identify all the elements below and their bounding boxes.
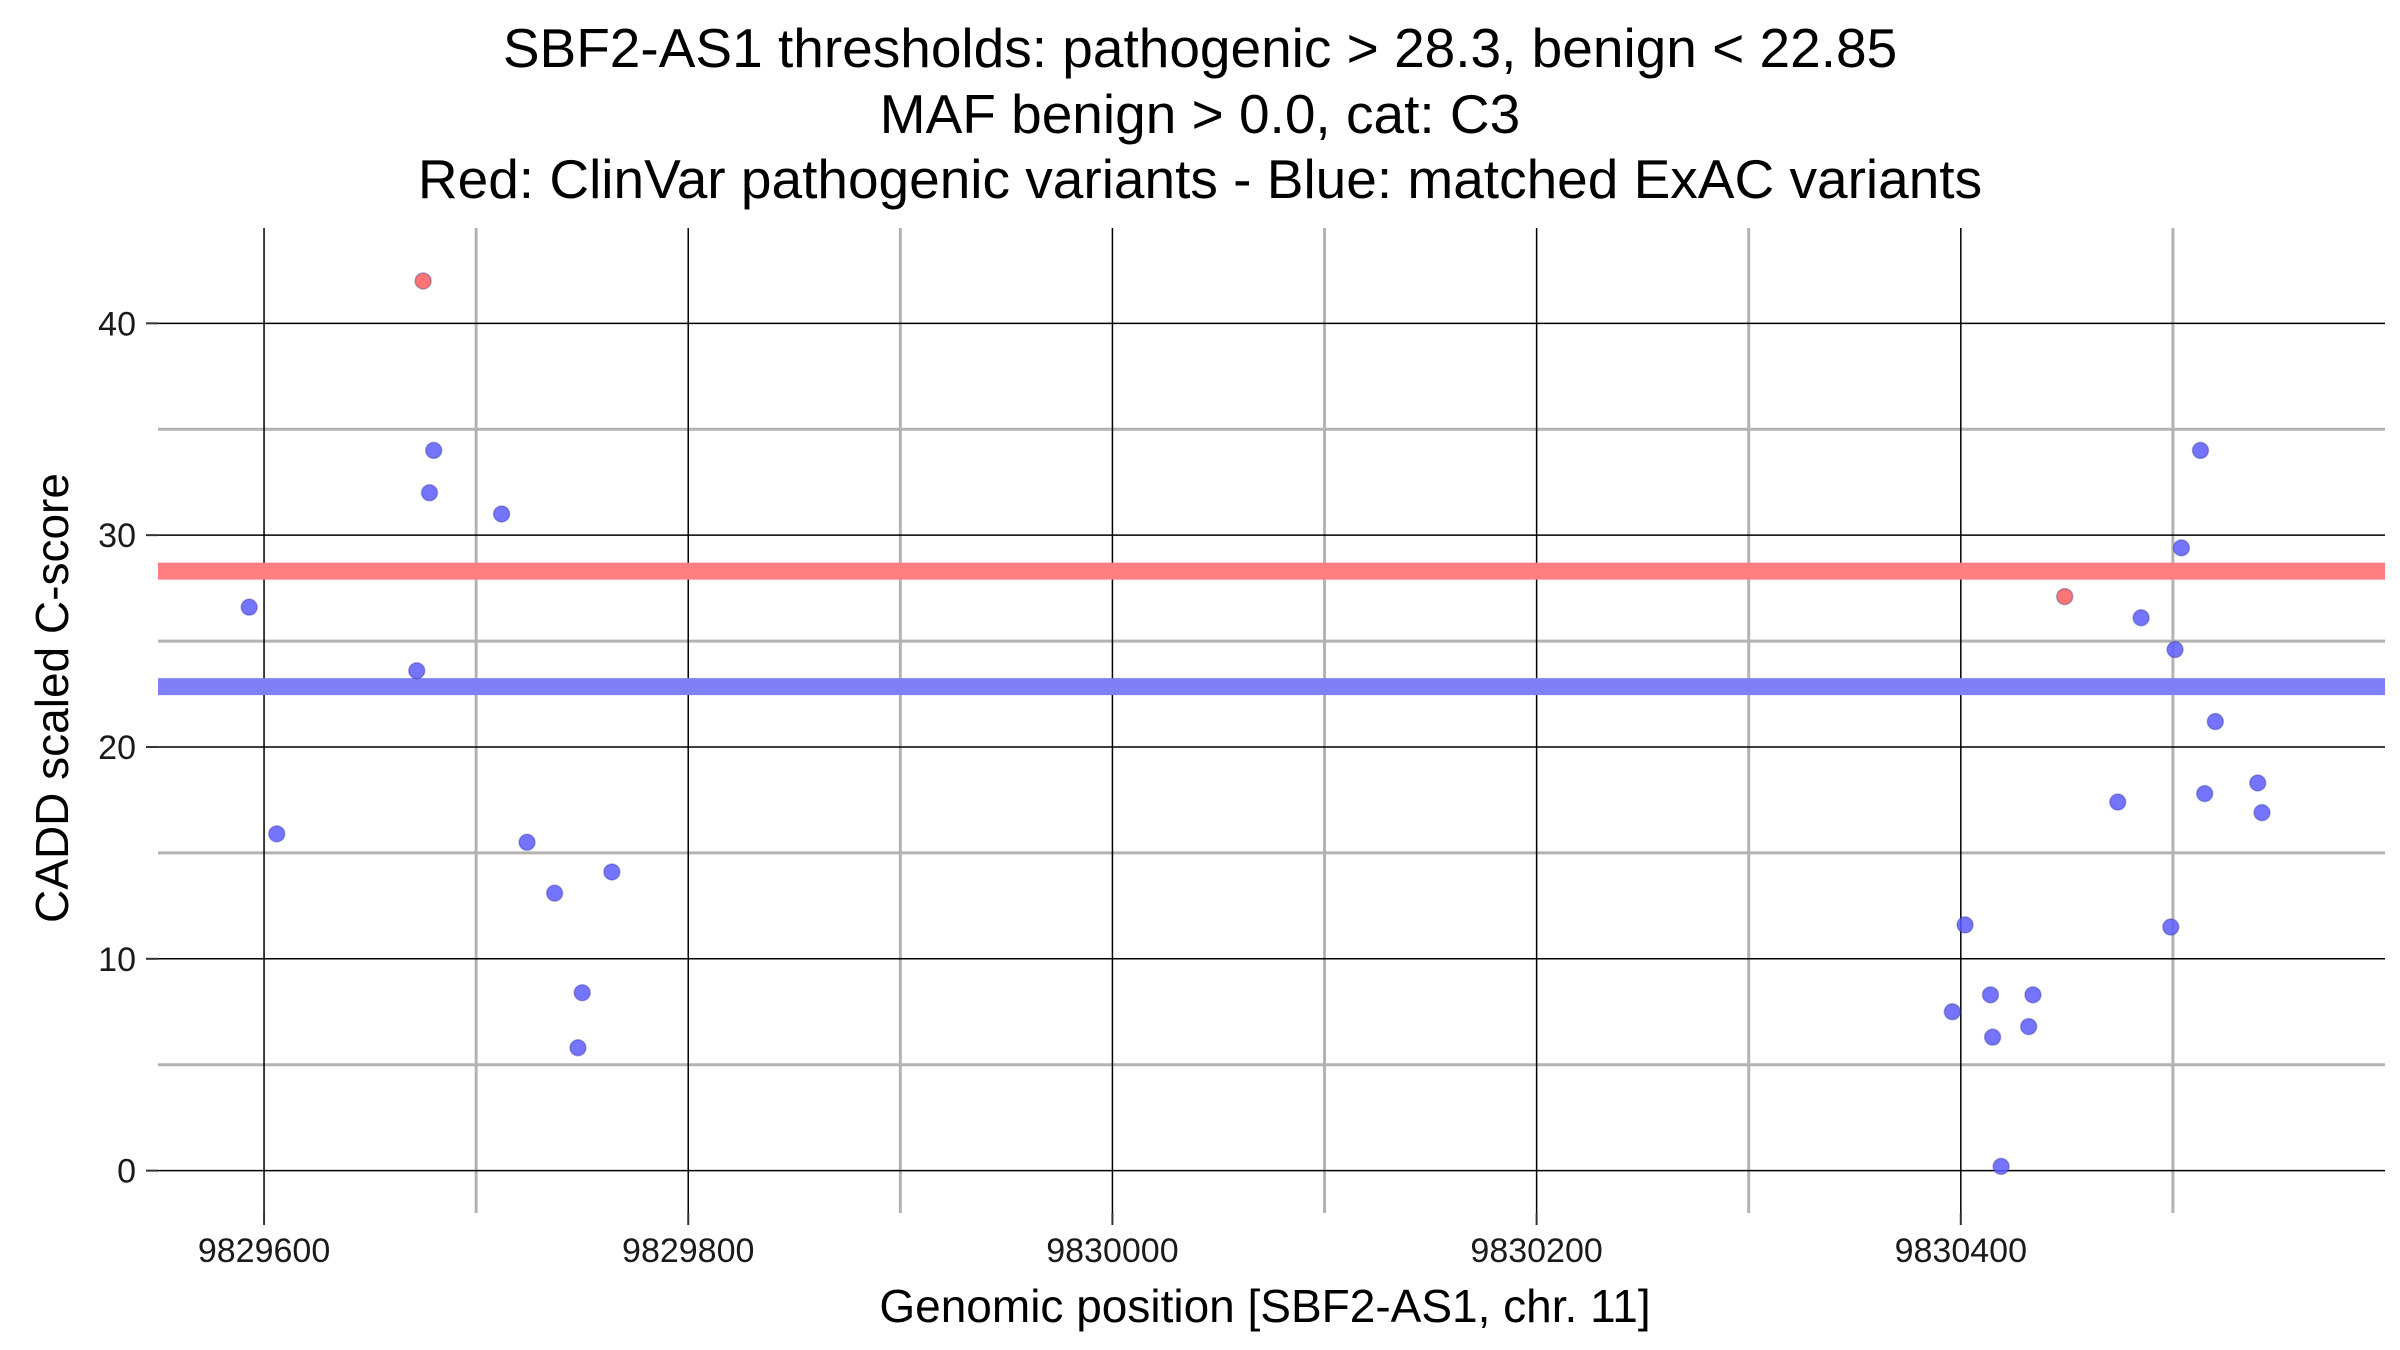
data-point [492,505,511,523]
data-point [2132,609,2150,627]
data-point [420,484,439,502]
data-point [240,598,258,616]
chart-title-line-2: MAF benign > 0.0, cat: C3 [879,83,1521,145]
x-tick-label: 9830400 [1895,1232,2027,1270]
data-point [2019,1017,2038,1036]
data-point [2172,539,2191,557]
threshold-layer [158,562,2385,696]
x-tick-label: 9829600 [198,1232,330,1270]
data-point [2253,803,2271,822]
data-point [1956,916,1974,934]
data-point [573,983,591,1002]
x-tick-label: 9830200 [1470,1232,1602,1270]
points-layer [240,272,2271,1176]
data-point [414,272,432,290]
data-point [1983,1028,2002,1046]
y-axis-label: CADD scaled C-score [26,473,78,923]
x-tick-label: 9829800 [622,1232,754,1270]
x-tick-label: 9830000 [1046,1232,1178,1270]
y-tick-label: 0 [117,1153,136,1191]
grid-layer [158,228,2385,1213]
data-point [268,825,286,843]
data-point [2195,784,2214,803]
x-axis-label: Genomic position [SBF2-AS1, chr. 11] [879,1280,1650,1332]
chart-title-line-3: Red: ClinVar pathogenic variants - Blue:… [417,148,1983,210]
data-point [603,863,621,881]
data-point [545,884,564,902]
data-point [2206,712,2225,731]
data-point [2109,793,2127,811]
data-point [424,441,443,460]
data-point [1992,1157,2010,1176]
data-point [2191,441,2210,460]
data-point [408,661,426,680]
y-tick-label: 40 [98,305,136,343]
axis-layer: 9829600 9829800 9830000 9830200 9830400 0 10 20… [98,305,2027,1270]
y-tick-label: 10 [98,941,136,979]
data-point [518,833,536,852]
data-point [2248,774,2267,792]
data-point [2055,587,2074,606]
data-point [1943,1003,1962,1021]
y-tick-label: 30 [98,517,136,555]
data-point [2166,640,2184,659]
data-point [569,1039,587,1057]
data-point [2024,986,2042,1004]
chart-title-line-1: SBF2-AS1 thresholds: pathogenic > 28.3, … [502,17,1898,79]
data-point [1981,986,2000,1004]
data-point [2162,918,2180,936]
y-tick-label: 20 [98,729,136,767]
